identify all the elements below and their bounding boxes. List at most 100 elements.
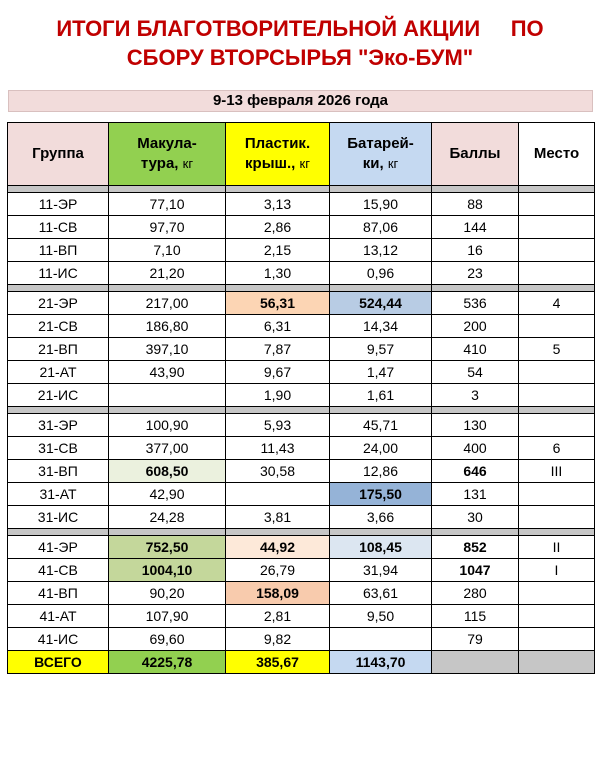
plastic-cell: 3,81 [225, 505, 330, 529]
place-cell [518, 482, 595, 506]
paper-cell: 186,80 [108, 314, 226, 338]
header-points: Баллы [431, 122, 519, 186]
separator-cell [225, 284, 330, 292]
paper-cell: 107,90 [108, 604, 226, 628]
battery-cell: 15,90 [329, 192, 432, 216]
battery-cell: 14,34 [329, 314, 432, 338]
battery-cell: 175,50 [329, 482, 432, 506]
table-row: 31-СВ 377,00 11,43 24,00 400 6 [7, 436, 595, 460]
group-cell: 31-АТ [7, 482, 109, 506]
table-row: 41-ИС 69,60 9,82 79 [7, 627, 595, 651]
points-cell: 852 [431, 535, 519, 559]
separator-cell [329, 284, 432, 292]
separator-cell [108, 528, 226, 536]
total-plastic: 385,67 [225, 650, 330, 674]
table-row: 11-ИС 21,20 1,30 0,96 23 [7, 261, 595, 285]
points-cell: 23 [431, 261, 519, 285]
paper-cell: 77,10 [108, 192, 226, 216]
table-row: 21-ВП 397,10 7,87 9,57 410 5 [7, 337, 595, 361]
table-row: 31-ИС 24,28 3,81 3,66 30 [7, 505, 595, 529]
separator-cell [518, 528, 595, 536]
separator-cell [108, 284, 226, 292]
separator-cell [431, 284, 519, 292]
header-battery: Батарей-ки, кг [329, 122, 432, 186]
points-cell: 3 [431, 383, 519, 407]
place-cell: 6 [518, 436, 595, 460]
separator-cell [518, 284, 595, 292]
battery-cell: 1,61 [329, 383, 432, 407]
battery-cell: 108,45 [329, 535, 432, 559]
group-separator [7, 528, 595, 536]
plastic-cell: 7,87 [225, 337, 330, 361]
paper-cell: 97,70 [108, 215, 226, 239]
battery-cell: 12,86 [329, 459, 432, 483]
points-cell: 410 [431, 337, 519, 361]
plastic-cell: 1,90 [225, 383, 330, 407]
place-cell [518, 383, 595, 407]
group-cell: 21-ИС [7, 383, 109, 407]
table-row: 21-АТ 43,90 9,67 1,47 54 [7, 360, 595, 384]
paper-cell: 7,10 [108, 238, 226, 262]
table-row: 41-ВП 90,20 158,09 63,61 280 [7, 581, 595, 605]
group-cell: 31-ИС [7, 505, 109, 529]
separator-cell [329, 406, 432, 414]
group-cell: 31-СВ [7, 436, 109, 460]
group-cell: 41-ЭР [7, 535, 109, 559]
table-body: 11-ЭР 77,10 3,13 15,90 88 11-СВ 97,70 2,86 87,06… [7, 185, 595, 674]
place-cell [518, 413, 595, 437]
title-line-2: СБОРУ ВТОРСЫРЬЯ "Эко-БУМ" [126, 45, 474, 70]
plastic-cell: 3,13 [225, 192, 330, 216]
paper-cell [108, 383, 226, 407]
table-row: 41-СВ 1004,10 26,79 31,94 1047 I [7, 558, 595, 582]
battery-cell: 0,96 [329, 261, 432, 285]
battery-cell: 45,71 [329, 413, 432, 437]
plastic-cell: 2,86 [225, 215, 330, 239]
date-range: 9-13 февраля 2026 года [212, 92, 389, 109]
plastic-cell: 44,92 [225, 535, 330, 559]
table-row: 21-СВ 186,80 6,31 14,34 200 [7, 314, 595, 338]
plastic-cell: 158,09 [225, 581, 330, 605]
total-place [518, 650, 595, 674]
battery-cell: 9,50 [329, 604, 432, 628]
paper-cell: 217,00 [108, 291, 226, 315]
plastic-cell: 9,82 [225, 627, 330, 651]
plastic-cell: 1,30 [225, 261, 330, 285]
separator-cell [7, 406, 109, 414]
points-cell: 131 [431, 482, 519, 506]
paper-cell: 608,50 [108, 459, 226, 483]
table-row: 11-ЭР 77,10 3,13 15,90 88 [7, 192, 595, 216]
paper-cell: 100,90 [108, 413, 226, 437]
header-place: Место [518, 122, 595, 186]
separator-cell [7, 528, 109, 536]
table-row: 31-ЭР 100,90 5,93 45,71 130 [7, 413, 595, 437]
paper-cell: 752,50 [108, 535, 226, 559]
plastic-cell: 30,58 [225, 459, 330, 483]
date-range-bar: 9-13 февраля 2026 года [8, 90, 593, 112]
separator-cell [431, 528, 519, 536]
total-row: ВСЕГО 4225,78 385,67 1143,70 [7, 650, 595, 674]
group-separator [7, 406, 595, 414]
separator-cell [7, 185, 109, 193]
points-cell: 280 [431, 581, 519, 605]
group-separator [7, 185, 595, 193]
paper-cell: 377,00 [108, 436, 226, 460]
table-row: 21-ЭР 217,00 56,31 524,44 536 4 [7, 291, 595, 315]
battery-cell: 1,47 [329, 360, 432, 384]
plastic-cell: 11,43 [225, 436, 330, 460]
separator-cell [108, 406, 226, 414]
table-row: 11-ВП 7,10 2,15 13,12 16 [7, 238, 595, 262]
separator-cell [518, 406, 595, 414]
points-cell: 115 [431, 604, 519, 628]
group-cell: 21-ВП [7, 337, 109, 361]
header-plastic: Пластик. крыш., кг [225, 122, 330, 186]
battery-cell: 87,06 [329, 215, 432, 239]
place-cell: III [518, 459, 595, 483]
place-cell [518, 215, 595, 239]
points-cell: 54 [431, 360, 519, 384]
battery-cell: 24,00 [329, 436, 432, 460]
separator-cell [108, 185, 226, 193]
total-paper: 4225,78 [108, 650, 226, 674]
paper-cell: 397,10 [108, 337, 226, 361]
group-cell: 41-ВП [7, 581, 109, 605]
place-cell [518, 505, 595, 529]
